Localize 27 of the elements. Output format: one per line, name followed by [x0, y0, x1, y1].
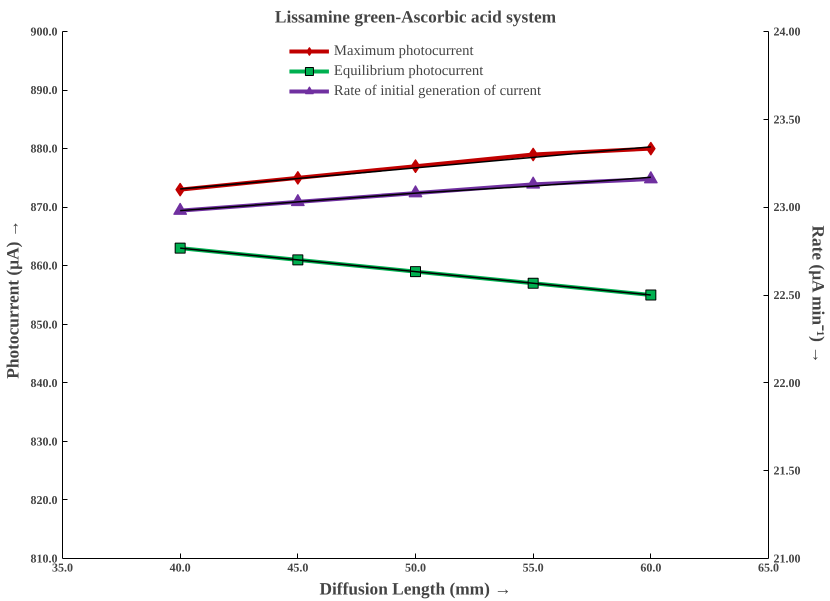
x-tick-label: 60.0 [640, 560, 662, 574]
y-tick-label: 850.0 [30, 317, 58, 332]
x-tick-label: 50.0 [405, 560, 426, 574]
x-axis-title: Diffusion Length (mm) → [319, 580, 512, 598]
y2-axis-title: Rate (µA min⁻¹) → [808, 225, 828, 364]
x-tick-label: 55.0 [522, 560, 544, 574]
y-tick-label: 890.0 [30, 83, 58, 98]
y2-tick-label: 22.50 [774, 288, 800, 302]
y-tick-label: 860.0 [30, 258, 58, 273]
y2-tick-label: 23.50 [774, 112, 800, 126]
y-tick-label: 840.0 [30, 376, 58, 390]
y-tick-label: 880.0 [30, 142, 58, 156]
y-tick-label: 820.0 [30, 492, 58, 507]
y2-tick-label: 22.00 [774, 376, 800, 390]
y2-tick-label: 24.00 [774, 24, 800, 38]
chart-title: Lissamine green-Ascorbic acid system [274, 8, 557, 26]
legend-label: Maximum photocurrent [334, 42, 474, 60]
legend-label: Rate of initial generation of current [334, 82, 542, 100]
y-tick-label: 870.0 [30, 200, 58, 214]
y-tick-label: 830.0 [30, 434, 58, 448]
y-tick-label: 900.0 [30, 24, 58, 38]
x-tick-label: 40.0 [170, 560, 191, 574]
x-tick-label: 45.0 [287, 560, 308, 574]
y2-tick-label: 21.50 [774, 464, 800, 478]
y2-tick-label: 23.00 [774, 200, 800, 214]
legend-label: Equilibrium photocurrent [334, 62, 484, 80]
y-axis-title: Photocurrent (µA) → [4, 220, 22, 379]
